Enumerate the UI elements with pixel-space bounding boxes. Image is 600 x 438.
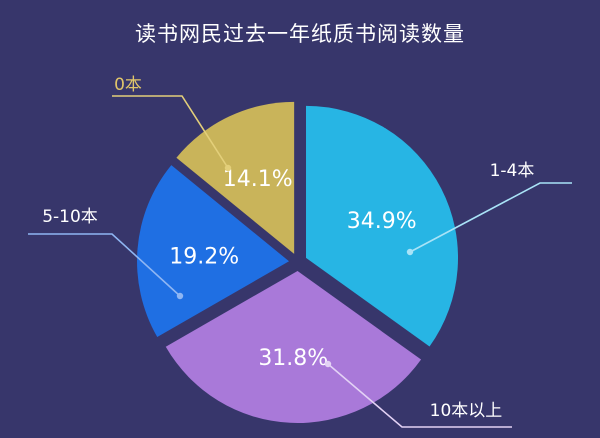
leader-line-4	[112, 95, 229, 169]
leader-line-1	[409, 182, 572, 253]
pie-slice-4	[176, 101, 295, 254]
pie-slice-3	[137, 165, 290, 337]
category-label-3: 5-10本	[42, 207, 98, 227]
pie-slice-2	[165, 270, 422, 423]
category-label-2: 10本以上	[430, 401, 503, 421]
leader-line-2	[327, 363, 512, 428]
slice-value-label-1: 34.9%	[347, 209, 417, 234]
slice-value-label-2: 31.8%	[258, 346, 328, 371]
chart-title: 读书网民过去一年纸质书阅读数量	[135, 22, 465, 46]
leader-dot-3	[176, 292, 184, 300]
slice-value-label-4: 14.1%	[223, 167, 293, 192]
category-label-1: 1-4本	[490, 161, 535, 181]
leader-dot-4	[224, 164, 232, 172]
leader-line-3	[28, 233, 181, 297]
category-label-4: 0本	[114, 75, 142, 95]
slice-value-label-3: 19.2%	[169, 244, 239, 269]
leader-dot-1	[406, 248, 414, 256]
pie-slice-1	[306, 105, 459, 347]
leader-dot-2	[324, 360, 332, 368]
